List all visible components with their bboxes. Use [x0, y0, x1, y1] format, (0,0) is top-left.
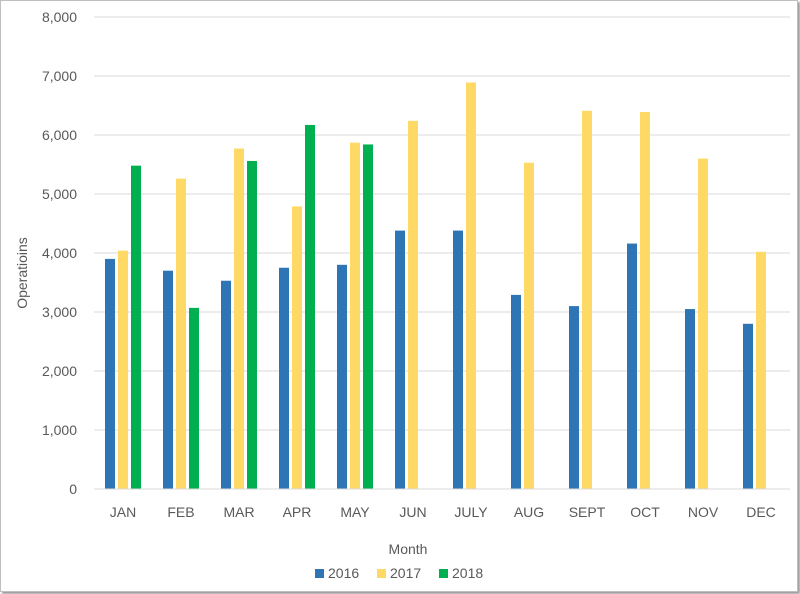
x-tick-label: OCT — [630, 504, 660, 520]
x-tick-label: NOV — [688, 504, 719, 520]
bar-2017-mar — [234, 148, 244, 489]
x-tick-label: MAR — [223, 504, 254, 520]
bar-2018-jan — [131, 165, 141, 489]
bar-2016-jan — [105, 258, 115, 489]
legend-label-2017: 2017 — [390, 565, 421, 581]
bar-2018-apr — [305, 124, 315, 489]
bar-2017-jan — [118, 250, 128, 489]
bar-2017-feb — [176, 178, 186, 489]
bar-2016-sept — [569, 306, 579, 489]
legend-swatch-2017 — [377, 569, 386, 578]
bar-2017-july — [466, 82, 476, 490]
bar-2018-mar — [247, 160, 257, 489]
bar-2016-may — [337, 264, 347, 489]
bar-2018-feb — [189, 307, 199, 489]
bar-2018-may — [363, 144, 373, 489]
x-axis-ticks: JAN FEB MAR APR MAY JUN JULY AUG SEPT OCT NOV DEC — [110, 504, 776, 520]
legend: 2016 2017 2018 — [315, 565, 483, 581]
bar-2016-jun — [395, 230, 405, 489]
y-tick-label: 4,000 — [42, 245, 77, 261]
x-axis-title: Month — [389, 541, 428, 557]
bar-2016-oct — [627, 243, 637, 489]
bar-2017-may — [350, 142, 360, 490]
x-tick-label: DEC — [746, 504, 776, 520]
bar-2016-mar — [221, 280, 231, 489]
x-tick-label: SEPT — [569, 504, 606, 520]
bar-2016-feb — [163, 270, 173, 489]
y-tick-label: 2,000 — [42, 363, 77, 379]
legend-swatch-2018 — [439, 569, 448, 578]
y-tick-label: 0 — [69, 481, 77, 497]
y-tick-label: 6,000 — [42, 127, 77, 143]
bar-2017-jun — [408, 120, 418, 489]
gridlines — [94, 16, 790, 431]
bar-2016-dec — [743, 323, 753, 489]
bar-2016-apr — [279, 267, 289, 489]
bar-2017-sept — [582, 110, 592, 489]
x-tick-label: JUN — [399, 504, 426, 520]
y-axis-title: Operatioins — [14, 237, 30, 309]
legend-swatch-2016 — [315, 569, 324, 578]
y-tick-label: 5,000 — [42, 186, 77, 202]
y-tick-label: 1,000 — [42, 422, 77, 438]
bar-2017-oct — [640, 111, 650, 490]
x-tick-label: AUG — [514, 504, 544, 520]
y-tick-label: 7,000 — [42, 68, 77, 84]
legend-label-2016: 2016 — [328, 565, 359, 581]
x-tick-label: MAY — [340, 504, 370, 520]
y-axis-ticks: 0 1,000 2,000 3,000 4,000 5,000 6,000 7,000 8,00… — [42, 9, 77, 497]
y-tick-label: 8,000 — [42, 9, 77, 25]
x-tick-label: JULY — [454, 504, 488, 520]
y-tick-label: 3,000 — [42, 304, 77, 320]
x-tick-label: FEB — [167, 504, 194, 520]
bars — [105, 82, 766, 490]
x-tick-label: JAN — [110, 504, 136, 520]
bar-2017-aug — [524, 162, 534, 490]
bar-2017-dec — [756, 251, 766, 489]
bar-2017-nov — [698, 158, 708, 489]
legend-label-2018: 2018 — [452, 565, 483, 581]
bar-2017-apr — [292, 206, 302, 489]
x-tick-label: APR — [283, 504, 312, 520]
bar-2016-july — [453, 230, 463, 489]
bar-2016-nov — [685, 309, 695, 489]
bar-2016-aug — [511, 294, 521, 489]
